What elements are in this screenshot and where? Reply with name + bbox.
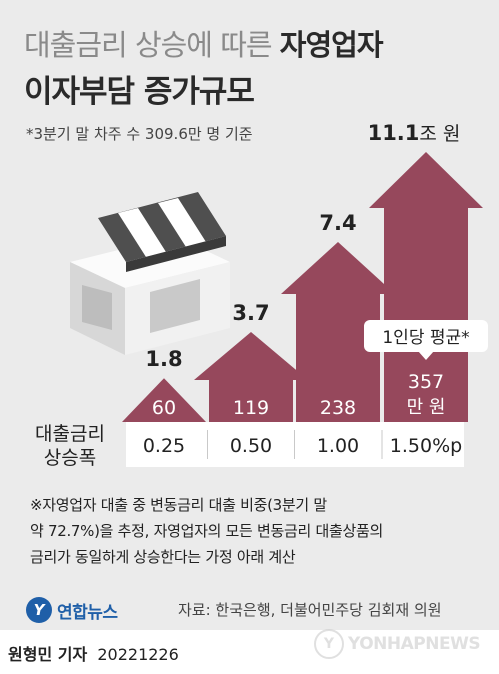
watermark-icon: Y xyxy=(314,629,344,659)
bar-arrow xyxy=(122,378,206,422)
caption-box xyxy=(364,320,488,352)
reporter-name: 원형민 기자 xyxy=(8,645,88,664)
per-capita-value: 238 xyxy=(320,397,356,419)
storefront-icon xyxy=(118,208,166,257)
storefront-icon xyxy=(82,285,112,330)
title-line-1: 대출금리 상승에 따른 자영업자 xyxy=(24,22,384,64)
category-label: 0.50 xyxy=(230,435,272,457)
footnote-line: 금리가 동일하게 상승한다는 가정 아래 계산 xyxy=(30,548,296,566)
infographic-card: 대출금리 상승에 따른 자영업자 이자부담 증가규모 *3분기 말 차주 수 3… xyxy=(0,0,499,630)
storefront-icon xyxy=(158,198,206,247)
value-unit: 조 원 xyxy=(419,123,460,145)
bar-arrow xyxy=(194,332,308,422)
category-label: 0.25 xyxy=(143,435,185,457)
yonhap-logo-text: 연합뉴스 xyxy=(57,602,118,623)
value-label: 1.8 xyxy=(145,347,182,371)
storefront-icon xyxy=(126,236,226,272)
byline: 원형민 기자 20221226 xyxy=(8,641,179,665)
per-capita-value: 357 xyxy=(408,371,444,393)
storefront-icon xyxy=(98,192,226,262)
basis-note: *3분기 말 차주 수 309.6만 명 기준 xyxy=(26,125,253,143)
bar-arrow xyxy=(281,242,395,422)
title-bold: 자영업자 xyxy=(279,28,384,62)
per-capita-unit: 만 원 xyxy=(407,397,446,418)
bar-arrow xyxy=(369,152,483,422)
value-label: 7.4 xyxy=(319,211,356,235)
byline-date: 20221226 xyxy=(97,645,179,664)
per-capita-caption: 1인당 평균* xyxy=(382,328,469,348)
footnote-line: ※자영업자 대출 중 변동금리 대출 비중(3분기 말 xyxy=(30,496,327,514)
title-light: 대출금리 상승에 따른 xyxy=(24,28,280,62)
row-label: 대출금리 xyxy=(35,423,105,445)
storefront-icon xyxy=(150,279,200,333)
footnote: ※자영업자 대출 중 변동금리 대출 비중(3분기 말 약 72.7%)을 추정… xyxy=(30,492,492,570)
source-note: 자료: 한국은행, 더불어민주당 김회재 의원 xyxy=(178,601,442,619)
row-label: 상승폭 xyxy=(44,447,96,469)
footnote-line: 약 72.7%)을 추정, 자영업자의 모든 변동금리 대출상품의 xyxy=(30,522,383,540)
per-capita-value: 60 xyxy=(152,397,176,419)
category-label: 1.00 xyxy=(317,435,359,457)
value-label: 11.1조 원 xyxy=(368,121,461,145)
per-capita-value: 119 xyxy=(233,397,269,419)
value-label: 3.7 xyxy=(232,301,269,325)
yonhap-logo: Y 연합뉴스 xyxy=(26,597,118,623)
watermark-text: YONHAPNEWS xyxy=(348,634,481,654)
title-line-2: 이자부담 증가규모 xyxy=(24,74,255,110)
yonhap-logo-icon: Y xyxy=(26,597,52,623)
category-label: 1.50%p xyxy=(390,435,462,457)
yonhap-watermark: Y YONHAPNEWS xyxy=(314,629,481,659)
caption-pointer xyxy=(418,351,434,360)
